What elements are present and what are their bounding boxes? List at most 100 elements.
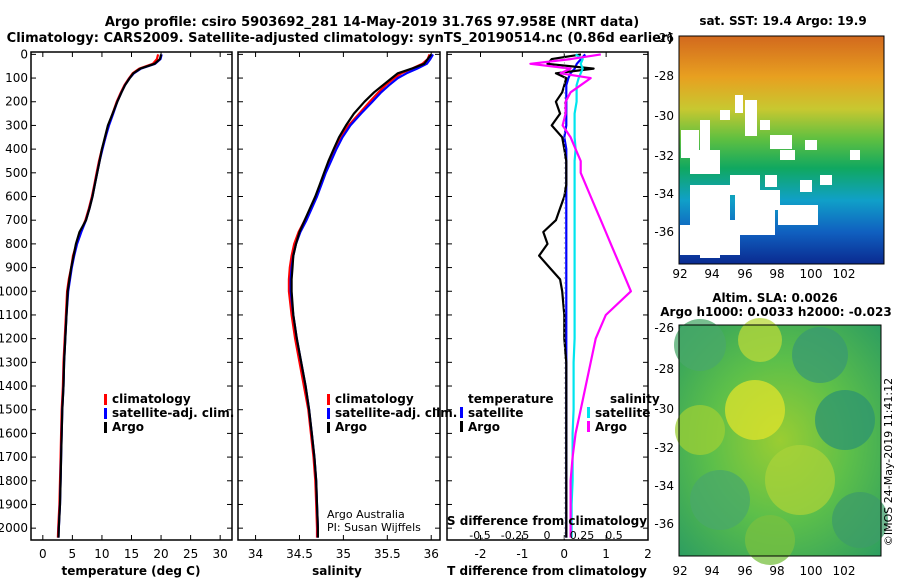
sla-anomaly-blobs: [674, 318, 888, 565]
legend-label-climatology: climatology: [112, 392, 191, 406]
sst-blank-patch: [730, 175, 760, 195]
sla-blob: [690, 470, 750, 530]
series-line-temperature-argo: [537, 53, 595, 538]
sla-xtick: 96: [737, 564, 752, 578]
x-tick-label: 35: [336, 547, 351, 561]
sst-blank-patch: [760, 190, 780, 210]
legend-swatch-s-argo: [587, 421, 590, 432]
header-line-1: Argo profile: csiro 5903692_281 14-May-2…: [105, 15, 639, 30]
x-tick-label: 20: [153, 547, 168, 561]
sst-blank-patch: [800, 180, 812, 192]
depth-tick-label: 800: [5, 237, 28, 251]
sst-ytick: -28: [654, 69, 674, 83]
temperature-panel: [30, 51, 233, 541]
sla-blob: [674, 319, 726, 371]
sst-blank-patch: [778, 205, 818, 225]
series-line-argo: [290, 53, 433, 538]
sst-blank-patch: [805, 140, 817, 150]
salinity-xlabel: salinity: [312, 564, 362, 578]
sla-map-title-2: Argo h1000: 0.0033 h2000: -0.023: [660, 305, 891, 319]
sst-xtick: 92: [672, 267, 687, 281]
temperature-chart: 0 5 10 15 20 25 30: [39, 52, 228, 561]
sla-xtick: 98: [769, 564, 784, 578]
s-difference-ticks: -0.5 -0.25 0 0.25 0.5: [469, 529, 622, 542]
sst-blank-patch: [700, 120, 710, 160]
sla-ytick: -28: [654, 362, 674, 376]
sla-blob: [725, 380, 785, 440]
sst-xtick: 100: [800, 267, 823, 281]
salinity-annotation-1: Argo Australia: [327, 508, 405, 521]
legend-swatch-t-satellite: [460, 407, 463, 418]
sla-blob: [832, 492, 888, 548]
legend-swatch-climatology: [104, 394, 107, 405]
legend-label-t-satellite: satellite: [468, 406, 523, 420]
legend-label-satellite: satellite-adj. clim.: [335, 406, 457, 420]
sst-map-title: sat. SST: 19.4 Argo: 19.9: [699, 14, 866, 28]
sst-blank-patch: [765, 175, 777, 187]
legend-label-climatology: climatology: [335, 392, 414, 406]
depth-tick-label: 1900: [0, 497, 28, 511]
x-tick-label: 25: [183, 547, 198, 561]
sla-ytick: -36: [654, 517, 674, 531]
sst-blank-patch: [780, 150, 795, 160]
sla-ytick: -34: [654, 479, 674, 493]
sla-blob: [792, 327, 848, 383]
series-line-argo: [57, 54, 163, 538]
legend-label-satellite: satellite-adj. clim.: [112, 406, 234, 420]
s-tick: 0.5: [605, 529, 623, 542]
depth-tick-label: 1700: [0, 450, 28, 464]
series-line-salinity-argo: [529, 53, 633, 538]
legend-label-argo: Argo: [112, 420, 144, 434]
legend-swatch-s-satellite: [587, 407, 590, 418]
x-tick-label: 15: [124, 547, 139, 561]
sla-ytick: -26: [654, 321, 674, 335]
sla-blob: [745, 515, 795, 565]
x-tick-label: 0: [39, 547, 47, 561]
sla-ytick: -30: [654, 402, 674, 416]
depth-tick-label: 1400: [0, 379, 28, 393]
sst-ytick: -30: [654, 109, 674, 123]
sst-blank-patch: [745, 100, 757, 136]
s-tick: 0: [544, 529, 551, 542]
sst-blank-patch: [770, 135, 792, 149]
sla-blob: [675, 405, 725, 455]
header-line-2: Climatology: CARS2009. Satellite-adjuste…: [7, 31, 674, 46]
sst-xtick: 98: [769, 267, 784, 281]
sst-blank-patch: [720, 110, 730, 120]
sla-map-xticks: 92 94 96 98 100 102: [672, 564, 855, 578]
sla-map-yticks: -26 -28 -30 -32 -34 -36: [654, 321, 674, 531]
depth-tick-label: 1500: [0, 403, 28, 417]
sst-blank-patch: [850, 150, 860, 160]
credit-label: ©IMOS 24-May-2019 11:41:12: [882, 378, 895, 546]
sla-ytick: -32: [654, 441, 674, 455]
x-tick-label: -2: [475, 547, 487, 561]
sst-map-yticks: -26 -28 -30 -32 -34 -36: [654, 31, 674, 239]
sst-map-xticks: 92 94 96 98 100 102: [672, 267, 855, 281]
depth-tick-label: 300: [5, 118, 28, 132]
salinity-annotation-2: PI: Susan Wijffels: [327, 521, 421, 534]
x-tick-label: 36: [424, 547, 439, 561]
x-tick-label: 0: [560, 547, 568, 561]
sst-blank-patch: [820, 175, 832, 185]
depth-tick-label: 400: [5, 142, 28, 156]
depth-tick-label: 1100: [0, 308, 28, 322]
legend-salinity-title: salinity: [610, 392, 660, 406]
depth-tick-label: 500: [5, 166, 28, 180]
legend-label-argo: Argo: [335, 420, 367, 434]
difference-legend: temperature satellite Argo salinity sate…: [460, 392, 660, 434]
depth-axis: 0 100 200 300 400 500 600 700 800 900 1000 1100 1200…: [0, 47, 648, 535]
difference-panel: [446, 51, 649, 541]
x-tick-label: 35.5: [374, 547, 401, 561]
sla-map-title-1: Altim. SLA: 0.0026: [712, 291, 838, 305]
salinity-legend: climatology satellite-adj. clim. Argo: [327, 392, 457, 434]
sst-ytick: -34: [654, 187, 674, 201]
s-tick: -0.25: [501, 529, 529, 542]
depth-tick-label: 200: [5, 95, 28, 109]
depth-tick-label: 1600: [0, 426, 28, 440]
salinity-panel: [237, 51, 441, 541]
legend-label-s-argo: Argo: [595, 420, 627, 434]
sst-blank-patch: [690, 185, 730, 225]
sla-blob: [815, 390, 875, 450]
x-tick-label: 30: [213, 547, 228, 561]
